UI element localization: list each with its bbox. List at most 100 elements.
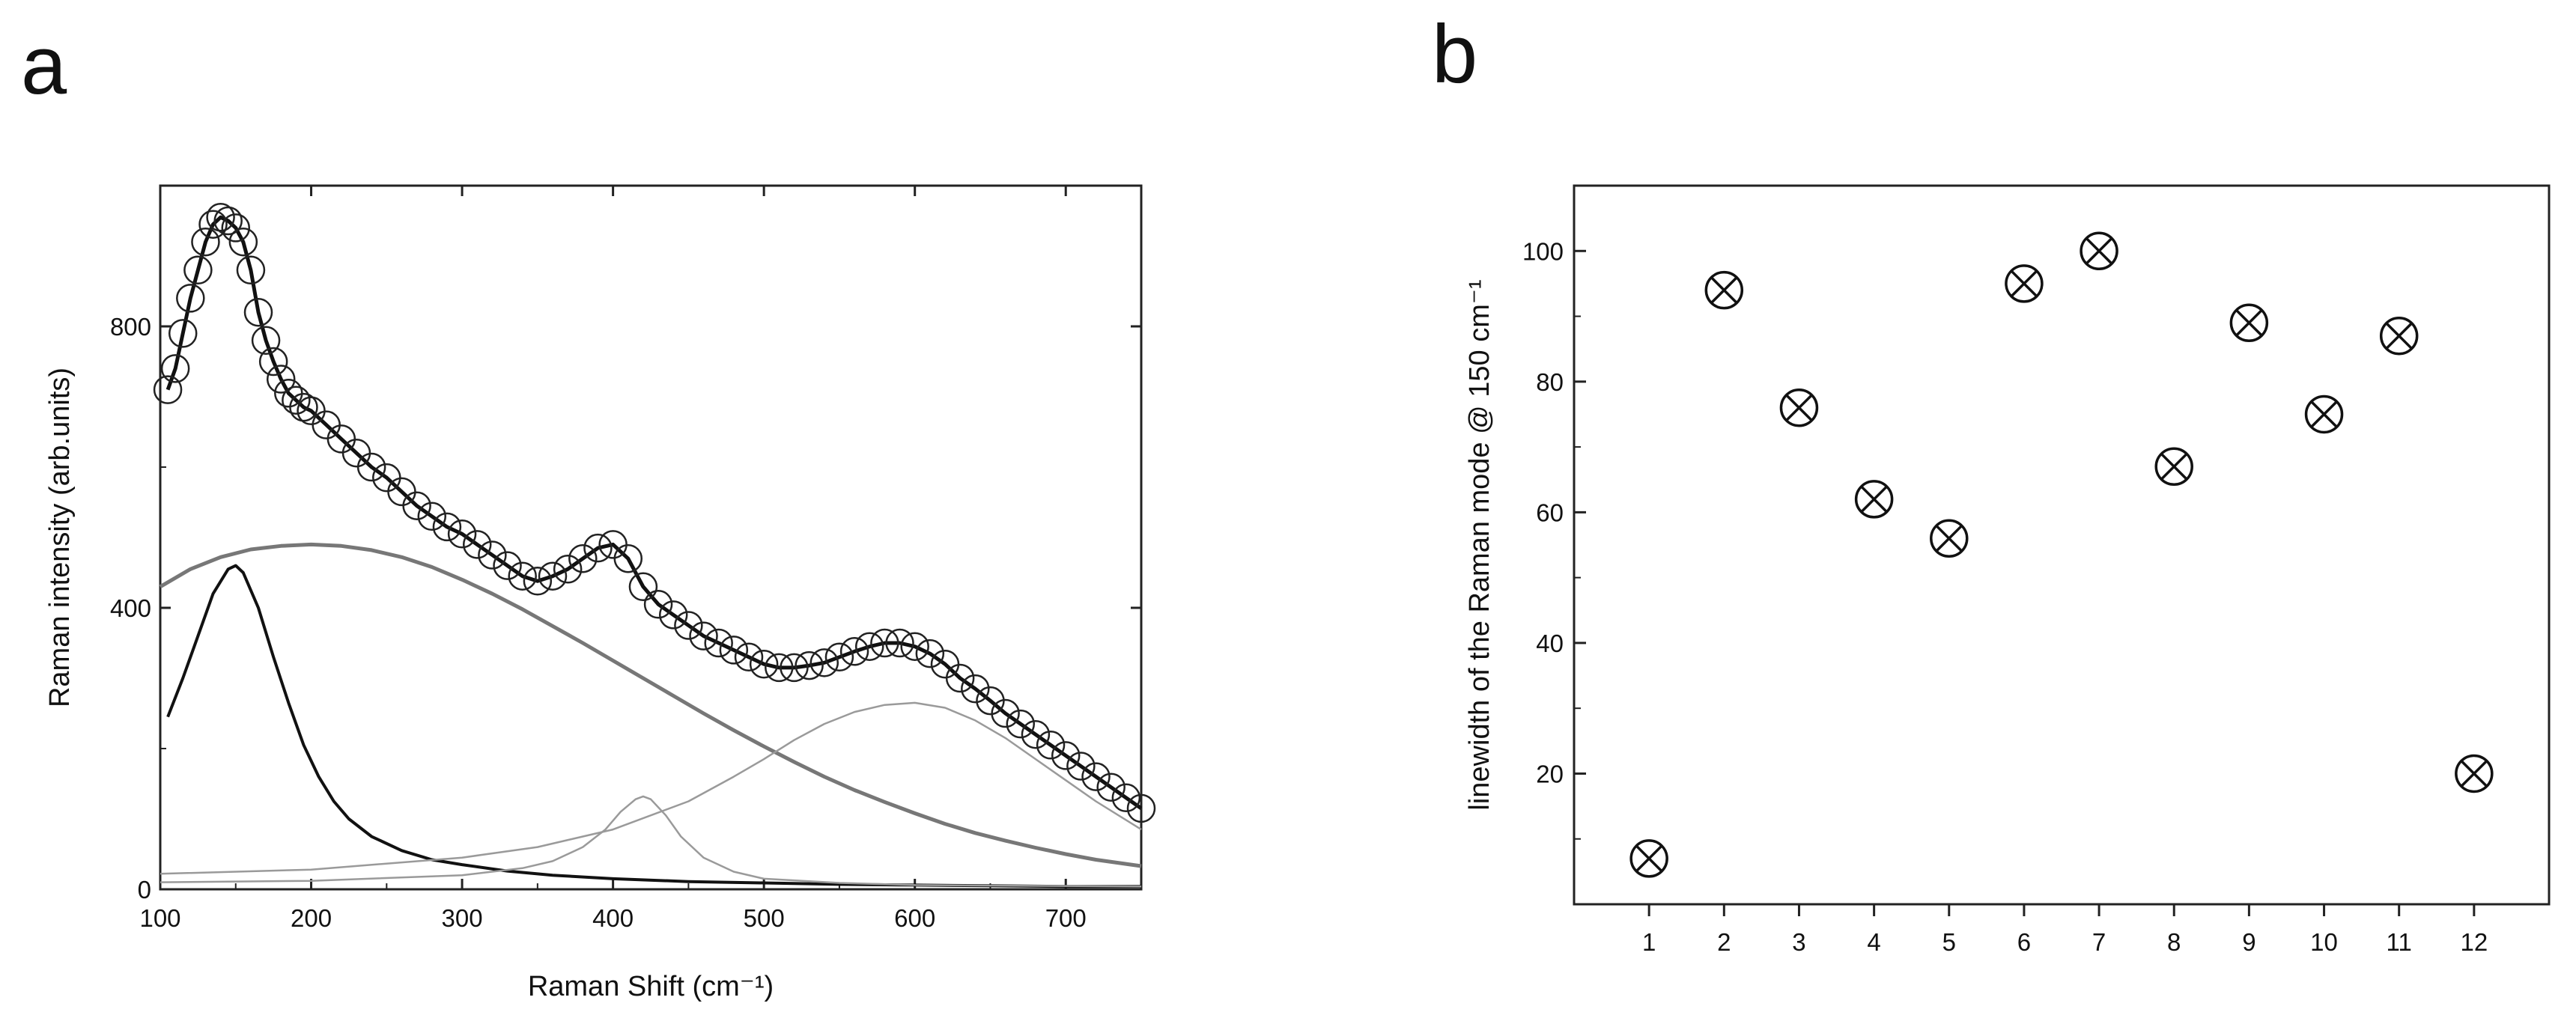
panel-a-letter: a bbox=[21, 19, 67, 112]
panel-b-data-point bbox=[1704, 270, 1744, 310]
panel-b-data-point bbox=[2229, 303, 2269, 343]
panel-b-y-tick-label: 80 bbox=[1536, 368, 1564, 396]
panel-a-data-point bbox=[538, 561, 568, 591]
panel-a-data-point bbox=[658, 600, 688, 630]
panel-a-data-point bbox=[282, 386, 311, 415]
panel-a-data-point bbox=[356, 452, 386, 482]
panel-b-point-circle bbox=[2455, 754, 2494, 793]
panel-a-y-tick-label: 800 bbox=[110, 313, 151, 341]
panel-a-data-point bbox=[915, 639, 945, 668]
panel-b-data-point bbox=[2005, 264, 2044, 303]
panel-b-point-circle bbox=[2154, 447, 2193, 487]
panel-a-data-point bbox=[258, 347, 288, 377]
panel-b-point-circle bbox=[2229, 303, 2269, 343]
panel-a-data-point bbox=[251, 326, 281, 356]
panel-a-chart: 100 200 300 400 500 600 700 0 400 800 Raman Shift… bbox=[44, 184, 1156, 1002]
panel-b-point-cross bbox=[1635, 844, 1663, 873]
panel-a-data-point bbox=[870, 628, 899, 658]
panel-b-x-tick-label: 6 bbox=[2017, 928, 2031, 956]
panel-a-data-point bbox=[236, 255, 266, 285]
panel-a-data-point bbox=[1051, 741, 1081, 770]
panel-b-point-cross bbox=[2310, 400, 2338, 428]
panel-b-x-tick-label: 12 bbox=[2460, 928, 2488, 956]
panel-b-data-point bbox=[2379, 316, 2419, 356]
panel-a-data-point bbox=[447, 519, 477, 549]
panel-b-point-cross bbox=[1935, 525, 1963, 552]
panel-a-data-point bbox=[213, 206, 243, 236]
panel-a-data-point bbox=[168, 319, 198, 348]
panel-a-data-point bbox=[795, 650, 824, 680]
panel-a-x-tick-label: 500 bbox=[744, 904, 785, 932]
panel-b-point-cross bbox=[2235, 309, 2263, 337]
panel-b-point-cross bbox=[2460, 760, 2488, 787]
panel-b-x-tick-label: 7 bbox=[2092, 928, 2106, 956]
panel-a-data-point bbox=[1126, 793, 1156, 823]
panel-a-series bbox=[159, 215, 1143, 889]
panel-b-point-circle bbox=[1779, 388, 1819, 427]
panel-b-data-point bbox=[1779, 388, 1819, 427]
panel-a-data-point bbox=[991, 698, 1020, 728]
panel-b-x-tick-label: 1 bbox=[1642, 928, 1656, 956]
panel-b-x-tick-label: 8 bbox=[2167, 928, 2181, 956]
panel-a-data-point bbox=[493, 551, 522, 580]
panel-a-data-point bbox=[961, 674, 990, 704]
panel-a-data-point bbox=[689, 621, 718, 650]
panel-a-series-line-1 bbox=[165, 215, 1143, 810]
panel-a-data-point bbox=[854, 632, 884, 661]
panel-b-y-axis-title: linewidth of the Raman mode @ 150 cm⁻¹ bbox=[1464, 279, 1495, 810]
panel-b-point-circle bbox=[1930, 519, 1969, 558]
panel-a-data-point bbox=[402, 491, 431, 520]
panel-b-y-tick-label: 100 bbox=[1522, 237, 1564, 265]
panel-b-data-point bbox=[2080, 231, 2118, 271]
panel-b-data-point bbox=[2455, 754, 2494, 793]
panel-a-ticks: 100 200 300 400 500 600 700 0 400 800 bbox=[110, 186, 1141, 932]
panel-b-x-tick-label: 9 bbox=[2242, 928, 2255, 956]
panel-b-point-circle bbox=[2379, 316, 2419, 356]
panel-a-data-point bbox=[765, 653, 794, 683]
panel-a-data-point bbox=[183, 255, 213, 285]
panel-b-point-circle bbox=[2080, 231, 2118, 271]
panel-b-point-cross bbox=[2385, 322, 2413, 350]
panel-b-y-tick-label: 60 bbox=[1536, 499, 1564, 526]
panel-b-x-tick-label: 3 bbox=[1792, 928, 1805, 956]
panel-b-point-cross bbox=[1785, 394, 1813, 421]
panel-a-data-point bbox=[417, 502, 447, 531]
panel-a-data-point bbox=[568, 543, 598, 573]
panel-a-data-point bbox=[523, 567, 553, 596]
panel-b-data-point bbox=[1629, 839, 1668, 878]
panel-a-data-point bbox=[1081, 762, 1111, 791]
panel-b-data-point bbox=[2154, 447, 2193, 487]
panel-a-data-point bbox=[432, 512, 462, 542]
panel-b-y-tick-label: 20 bbox=[1536, 760, 1564, 787]
panel-a-data-point bbox=[289, 392, 318, 422]
panel-b-x-tick-label: 5 bbox=[1942, 928, 1956, 956]
panel-b-point-cross bbox=[1710, 276, 1738, 304]
panel-a-data-point bbox=[628, 572, 658, 602]
panel-a-x-tick-label: 600 bbox=[894, 904, 935, 932]
panel-a-data-point bbox=[674, 611, 703, 640]
panel-b-plot-frame bbox=[1573, 184, 2551, 906]
panel-a-data-point bbox=[900, 632, 929, 661]
panel-a-data-point bbox=[221, 213, 251, 243]
panel-a-data-point bbox=[206, 203, 235, 232]
panel-b-point-circle bbox=[2304, 394, 2344, 434]
panel-a-series-line-5 bbox=[160, 701, 1142, 875]
panel-a-data-point bbox=[734, 642, 764, 672]
panel-a-data-point bbox=[613, 543, 643, 573]
panel-a-data-point bbox=[198, 210, 228, 239]
panel-a-x-tick-label: 200 bbox=[291, 904, 332, 932]
panel-b-point-circle bbox=[1629, 839, 1668, 878]
panel-a-data-point bbox=[719, 636, 749, 665]
panel-b-point-circle bbox=[1854, 480, 1894, 519]
panel-a-series-line-3 bbox=[159, 542, 1142, 868]
panel-b-point-circle bbox=[2005, 264, 2044, 303]
panel-a-data-point bbox=[583, 533, 613, 563]
panel-b-data-points bbox=[1629, 231, 2494, 878]
panel-b-data-point bbox=[2304, 394, 2344, 434]
panel-a-x-tick-label: 300 bbox=[442, 904, 483, 932]
panel-a-x-tick-label: 700 bbox=[1045, 904, 1087, 932]
panel-a-x-tick-label: 400 bbox=[592, 904, 634, 932]
